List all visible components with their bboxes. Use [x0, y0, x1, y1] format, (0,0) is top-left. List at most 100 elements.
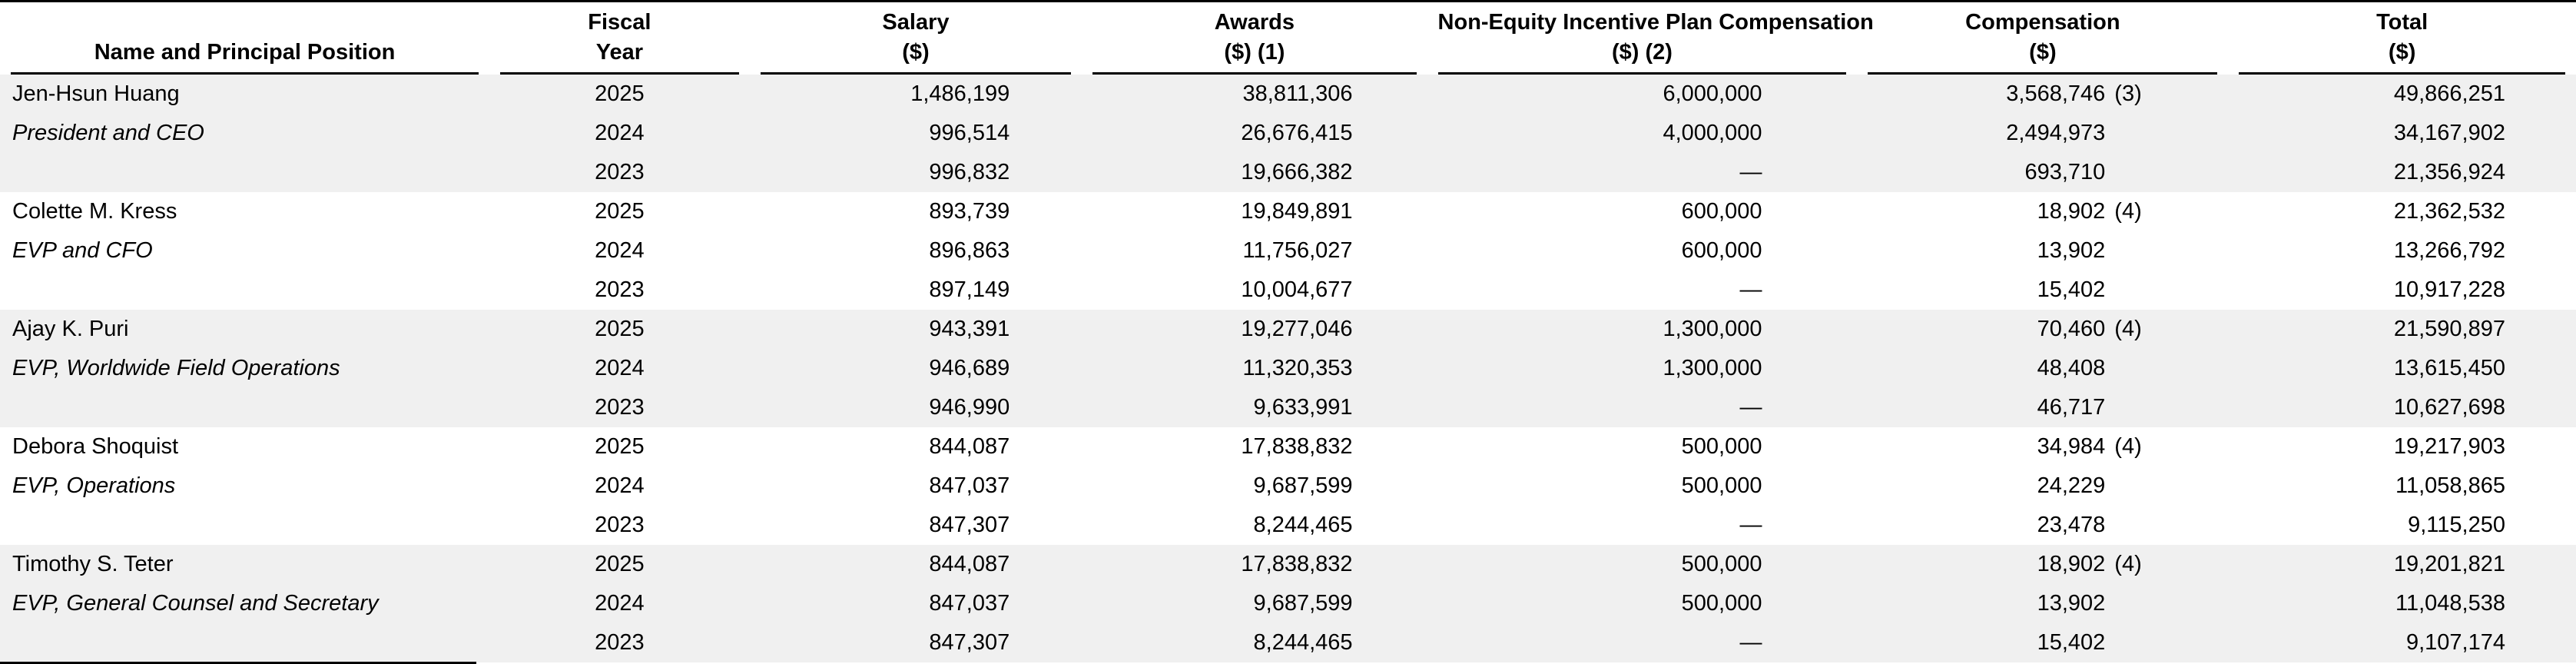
fiscal-year-cell: 2025	[595, 434, 645, 459]
salary-cell: 847,307	[929, 513, 1010, 537]
table-row: EVP and CFO 2024 896,863 11,756,027 600,000 1…	[0, 231, 2576, 271]
awards-cell: 17,838,832	[1082, 545, 1427, 584]
non-equity-cell: —	[1427, 388, 1858, 427]
table-row: President and CEO 2024 996,514 26,676,415 4,…	[0, 114, 2576, 153]
salary-cell: 847,037	[929, 473, 1010, 498]
non-equity-cell: 600,000	[1681, 238, 1762, 263]
table-row: EVP, Worldwide Field Operations 2024 946,6…	[0, 349, 2576, 388]
col-header-line1: Total	[2376, 10, 2428, 35]
salary-cell: 946,990	[749, 388, 1082, 427]
total-cell: 21,356,924	[2228, 153, 2576, 192]
salary-cell: 847,307	[749, 623, 1082, 662]
table-row: Timothy S. Teter 2025 844,087 17,838,832 500…	[0, 545, 2576, 584]
total-cell: 21,362,532	[2393, 199, 2505, 224]
col-header-line1: Compensation	[1965, 10, 2120, 35]
fiscal-year-cell: 2025	[489, 310, 750, 349]
name-cell-empty	[0, 506, 489, 545]
salary-cell: 1,486,199	[749, 75, 1082, 114]
awards-cell: 17,838,832	[1241, 434, 1353, 459]
footnote-ref: (4)	[2114, 552, 2142, 576]
footnote-ref: (4)	[2114, 199, 2142, 224]
other-comp-cell: 3,568,746 (3)	[1857, 75, 2229, 114]
awards-cell: 10,004,677	[1241, 277, 1353, 302]
fiscal-year-cell: 2023	[489, 623, 750, 662]
other-comp-cell: 24,229	[1857, 466, 2228, 506]
executive-name: Debora Shoquist	[12, 434, 179, 459]
other-comp-cell: 46,717	[1857, 388, 2229, 427]
name-cell-empty	[0, 388, 490, 427]
salary-cell: 897,149	[929, 277, 1010, 302]
footnote-ref: (4)	[2114, 434, 2142, 459]
executive-title: EVP, General Counsel and Secretary	[0, 584, 490, 623]
table-row: 2023 946,990 9,633,991— 46,717 10,627,698	[0, 388, 2576, 427]
col-header-total: Total ($)	[2228, 2, 2576, 75]
other-comp-value: 15,402	[2037, 630, 2106, 655]
total-cell: 19,201,821	[2228, 545, 2576, 584]
fiscal-year-cell: 2023	[489, 388, 750, 427]
total-cell: 13,615,450	[2228, 349, 2576, 388]
col-header-line2: ($) (1)	[1224, 40, 1285, 65]
salary-cell: 844,087	[749, 545, 1082, 584]
footnote-ref: (3)	[2114, 81, 2142, 106]
non-equity-cell: 1,300,000	[1427, 310, 1858, 349]
total-cell: 13,266,792	[2393, 238, 2505, 263]
fiscal-year-cell: 2024	[489, 114, 750, 153]
col-header-non-equity-incentive: Non-Equity Incentive Plan Compensation (…	[1427, 2, 1874, 75]
awards-cell: 8,244,465	[1253, 513, 1353, 537]
table-row: Debora Shoquist 2025 844,087 17,838,832 500,…	[0, 427, 2576, 466]
total-cell: 21,590,897	[2228, 310, 2576, 349]
table-row: Colette M. Kress 2025 893,739 19,849,891 600…	[0, 192, 2576, 231]
total-cell: 49,866,251	[2228, 75, 2576, 114]
table-row: Jen-Hsun Huang 2025 1,486,199 38,811,306 6,0…	[0, 75, 2576, 114]
awards-cell: 9,687,599	[1253, 473, 1353, 498]
other-comp-cell: 70,460 (4)	[1857, 310, 2229, 349]
awards-cell: 11,756,027	[1242, 238, 1353, 263]
other-comp-value: 2,494,973	[2006, 121, 2106, 145]
fiscal-year-cell: 2024	[489, 584, 750, 623]
awards-cell: 8,244,465	[1082, 623, 1427, 662]
col-header-line2: Year	[595, 40, 644, 65]
fiscal-year-cell: 2025	[595, 199, 645, 224]
col-header-name-position: Name and Principal Position	[0, 2, 489, 75]
other-comp-value: 46,717	[2037, 395, 2106, 420]
col-header-line1: Non-Equity Incentive Plan Compensation	[1437, 10, 1874, 35]
awards-cell: 9,687,599	[1082, 584, 1427, 623]
other-comp-value: 3,568,746	[2006, 81, 2106, 106]
awards-cell: 11,320,353	[1082, 349, 1427, 388]
salary-cell: 896,863	[929, 238, 1010, 263]
fiscal-year-cell: 2024	[489, 349, 750, 388]
non-equity-cell: 500,000	[1427, 584, 1858, 623]
total-cell: 11,048,538	[2228, 584, 2576, 623]
table-row: 2023 897,149 10,004,677 — 15,402 10,917,228	[0, 271, 2576, 310]
other-comp-cell: 18,902 (4)	[1857, 192, 2228, 231]
col-header-fiscal-year: Fiscal Year	[489, 2, 750, 75]
salary-cell: 946,689	[749, 349, 1082, 388]
salary-cell: 996,832	[749, 153, 1082, 192]
executive-name: Colette M. Kress	[12, 199, 177, 224]
other-comp-cell: 13,902	[1857, 231, 2228, 271]
executive-title: EVP, Operations	[0, 466, 489, 506]
salary-cell: 847,037	[749, 584, 1082, 623]
non-equity-cell: 6,000,000	[1427, 75, 1858, 114]
other-comp-cell: 2,494,973	[1857, 114, 2229, 153]
total-cell: 10,917,228	[2393, 277, 2505, 302]
fiscal-year-cell: 2023	[595, 277, 645, 302]
non-equity-cell: 1,300,000	[1427, 349, 1858, 388]
executive-title-text: President and CEO	[12, 121, 204, 145]
total-cell: 11,058,865	[2395, 473, 2505, 498]
footnote-ref: (4)	[2114, 317, 2142, 341]
non-equity-cell: 500,000	[1427, 545, 1858, 584]
non-equity-cell: —	[1427, 623, 1858, 662]
total-cell: 9,107,174	[2228, 623, 2576, 662]
awards-cell: 26,676,415	[1082, 114, 1427, 153]
table-row: 2023 996,832 19,666,382— 693,710 21,356,924	[0, 153, 2576, 192]
salary-cell: 996,514	[749, 114, 1082, 153]
col-header-line2: Name and Principal Position	[94, 40, 396, 65]
header-row: Name and Principal Position Fiscal Year …	[0, 2, 2576, 75]
col-header-salary: Salary ($)	[750, 2, 1082, 75]
other-comp-cell: 15,402	[1857, 271, 2228, 310]
non-equity-cell: 4,000,000	[1427, 114, 1858, 153]
awards-cell: 19,849,891	[1241, 199, 1353, 224]
